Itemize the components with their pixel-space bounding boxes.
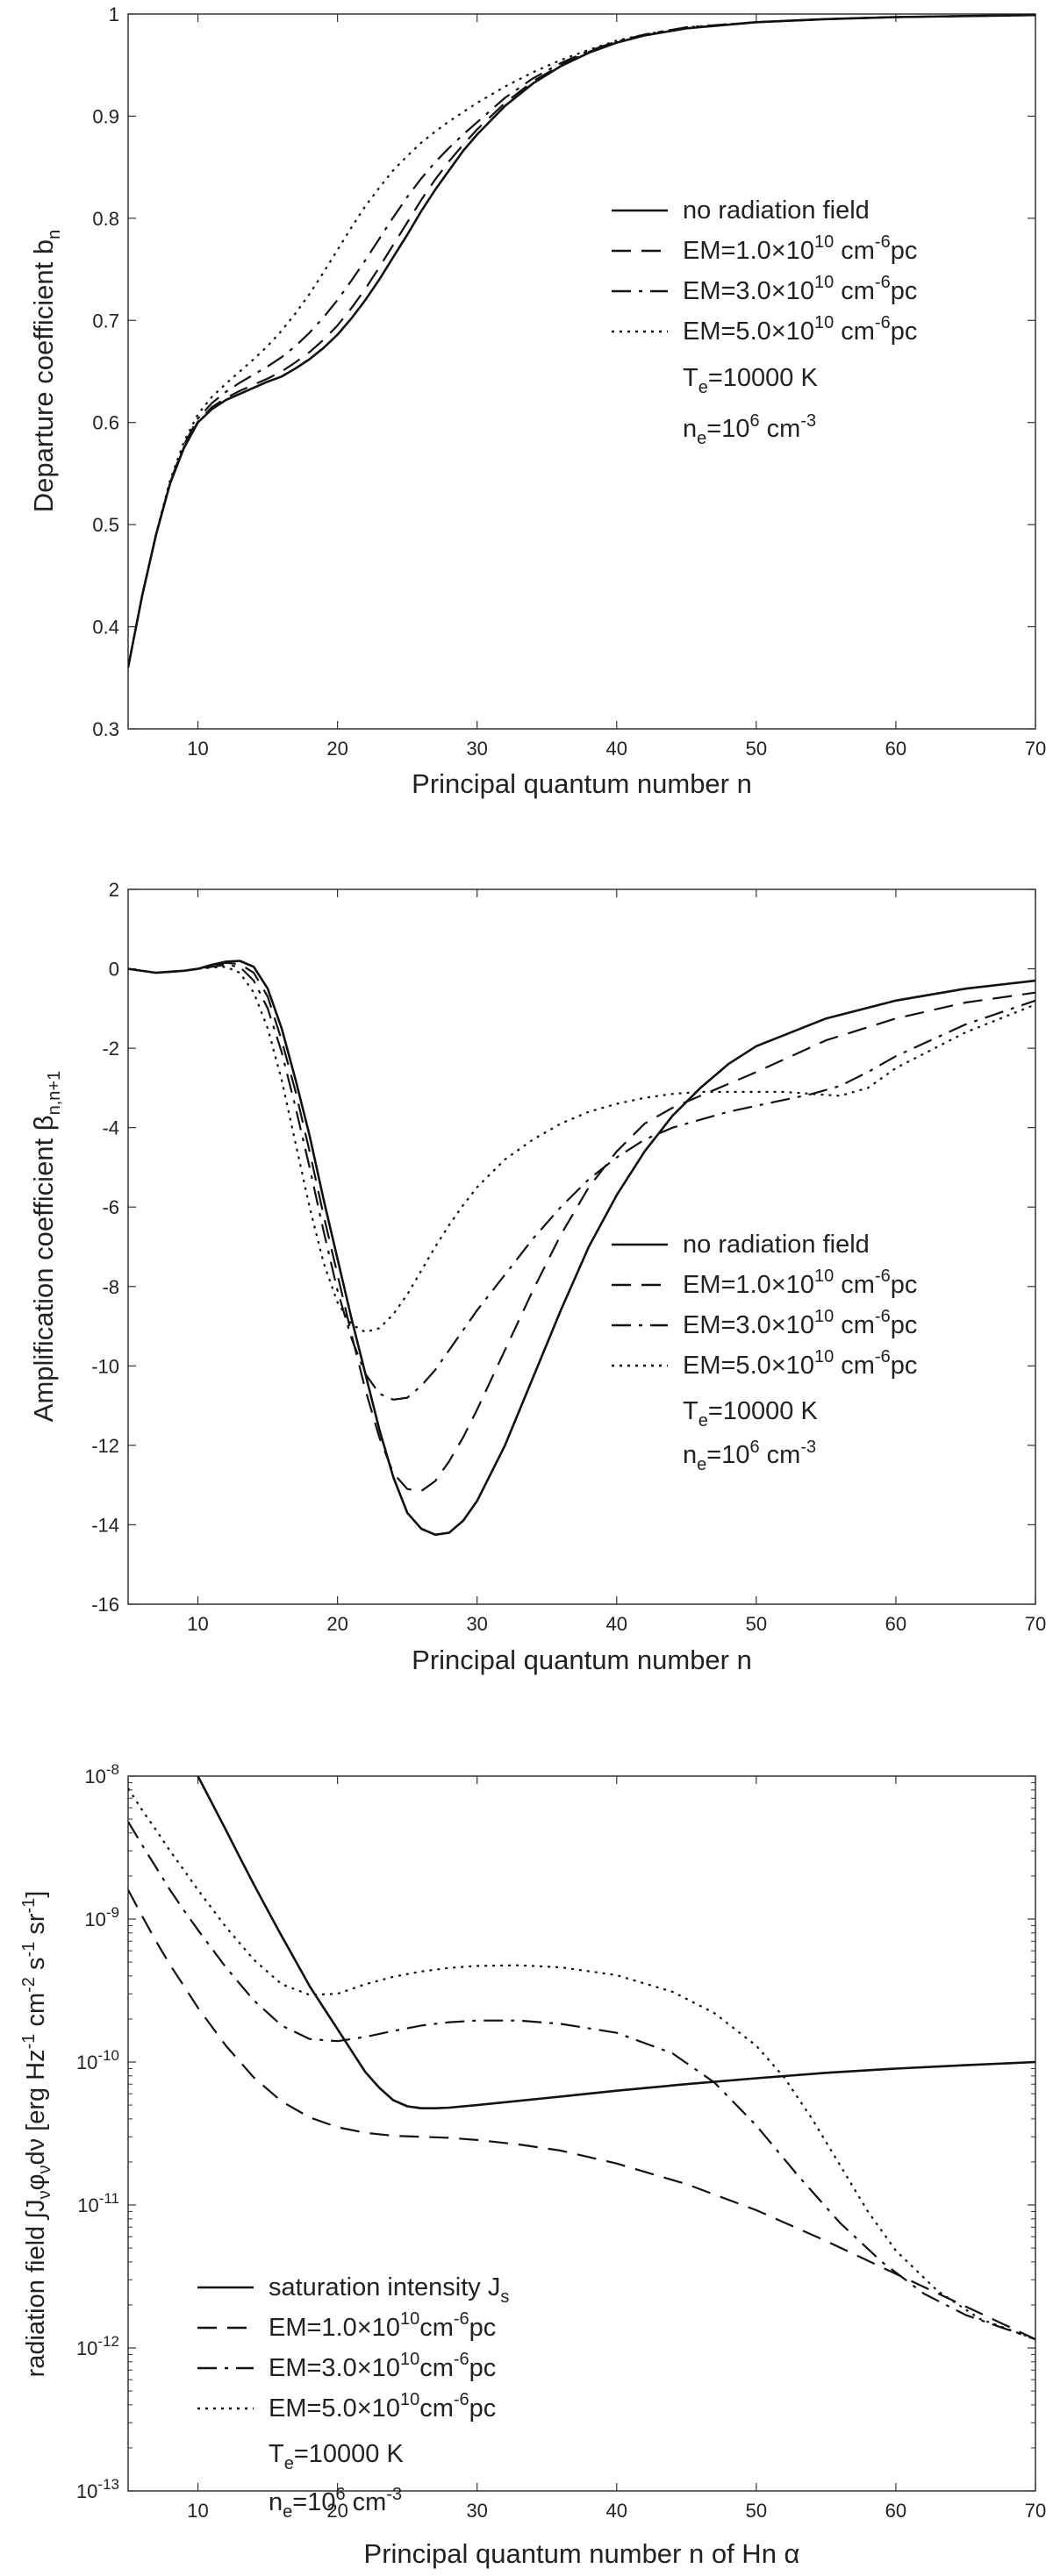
x-tick-label: 60 bbox=[885, 2500, 906, 2522]
y-tick-label: 2 bbox=[109, 879, 119, 901]
annotation-electron-temperature: Te=10000 K bbox=[683, 364, 818, 397]
legend-label: no radiation field bbox=[683, 196, 870, 225]
series-line-dashdot bbox=[128, 1821, 1035, 2341]
x-tick-label: 60 bbox=[885, 1613, 906, 1635]
legend-label: EM=1.0×1010cm-6pc bbox=[269, 2309, 496, 2342]
y-tick-label: 10-10 bbox=[76, 2047, 119, 2073]
legend-label: no radiation field bbox=[683, 1231, 870, 1259]
y-tick-label: -10 bbox=[91, 1355, 119, 1377]
plot-area-frame bbox=[127, 888, 1036, 1605]
y-tick-label: 10-11 bbox=[77, 2190, 119, 2216]
x-tick-label: 30 bbox=[466, 2500, 487, 2522]
y-tick-label: -6 bbox=[102, 1196, 119, 1218]
y-tick-label: -8 bbox=[102, 1276, 119, 1298]
x-tick-label: 20 bbox=[326, 2500, 347, 2522]
x-axis-ticks: 10 20 30 40 50 60 70 bbox=[187, 889, 1046, 1635]
x-axis-title: Principal quantum number n bbox=[412, 768, 752, 799]
y-tick-label: 0.7 bbox=[92, 310, 119, 332]
legend-label: EM=3.0×1010cm-6pc bbox=[269, 2350, 496, 2382]
y-tick-label: 0.5 bbox=[92, 514, 119, 536]
panel-departure-coefficient: 10 20 30 40 50 60 70 0.3 0.4 0.5 0.6 0.7 0.8 0.9 1 Pr… bbox=[28, 4, 1046, 799]
legend-label: saturation intensity Js bbox=[269, 2273, 509, 2307]
y-tick-label: -12 bbox=[91, 1435, 119, 1457]
series-line-dash bbox=[128, 1889, 1035, 2341]
annotation-electron-density: ne=106 cm-3 bbox=[269, 2485, 402, 2522]
x-tick-label: 70 bbox=[1025, 2500, 1046, 2522]
y-tick-label: 0.9 bbox=[92, 105, 119, 127]
x-axis-title: Principal quantum number n bbox=[412, 1645, 752, 1675]
y-tick-label: -2 bbox=[102, 1038, 119, 1060]
annotation-electron-density: ne=106 cm-3 bbox=[683, 411, 816, 448]
x-tick-label: 40 bbox=[606, 2500, 627, 2522]
y-tick-label: 10-12 bbox=[76, 2333, 119, 2359]
legend-label: EM=1.0×1010 cm-6pc bbox=[683, 232, 917, 265]
x-tick-label: 20 bbox=[326, 1613, 347, 1635]
series-line-solid bbox=[197, 1776, 1035, 2109]
legend: saturation intensity JsEM=1.0×1010cm-6pc… bbox=[197, 2273, 509, 2423]
legend: no radiation field EM=1.0×1010 cm-6pc EM=3… bbox=[612, 196, 917, 346]
series-lines bbox=[128, 14, 1035, 668]
x-tick-label: 70 bbox=[1025, 738, 1046, 760]
x-tick-label: 50 bbox=[746, 1613, 767, 1635]
x-tick-label: 10 bbox=[187, 2500, 208, 2522]
y-tick-label: -14 bbox=[91, 1514, 119, 1536]
x-tick-label: 60 bbox=[885, 738, 906, 760]
y-tick-label: 0.3 bbox=[92, 718, 119, 740]
legend-label: EM=3.0×1010 cm-6pc bbox=[683, 1307, 917, 1339]
x-axis-ticks: 10 20 30 40 50 60 70 bbox=[187, 1776, 1046, 2522]
series-line-dot bbox=[128, 1788, 1035, 2341]
y-axis-title: Amplification coefficient βn,n+1 bbox=[28, 1071, 64, 1422]
x-axis-title: Principal quantum number n of Hn α bbox=[364, 2538, 800, 2569]
y-axis-title: radiation field ∫Jνφνdν [erg Hz-1 cm-2 s… bbox=[19, 1891, 54, 2378]
series-line-dash bbox=[128, 14, 1035, 668]
y-tick-label: -4 bbox=[102, 1117, 119, 1139]
series-line-dash bbox=[128, 961, 1035, 1493]
x-tick-label: 50 bbox=[746, 738, 767, 760]
legend-label: EM=5.0×1010 cm-6pc bbox=[683, 313, 917, 346]
plot-area-frame bbox=[127, 13, 1036, 730]
x-tick-label: 30 bbox=[466, 738, 487, 760]
x-tick-label: 70 bbox=[1025, 1613, 1046, 1635]
x-tick-label: 40 bbox=[606, 738, 627, 760]
y-axis-title: Departure coefficient bn bbox=[28, 230, 64, 512]
series-lines bbox=[128, 1776, 1035, 2341]
series-line-dot bbox=[128, 14, 1035, 668]
x-tick-label: 30 bbox=[466, 1613, 487, 1635]
plot-area-frame bbox=[127, 1775, 1036, 2492]
y-tick-label: 0.6 bbox=[92, 412, 119, 434]
y-axis-ticks: 0.3 0.4 0.5 0.6 0.7 0.8 0.9 1 bbox=[92, 4, 1035, 740]
x-tick-label: 50 bbox=[746, 2500, 767, 2522]
y-tick-label: 10-9 bbox=[84, 1904, 119, 1930]
y-tick-label: 0.4 bbox=[92, 617, 119, 639]
series-line-dashdot bbox=[128, 963, 1035, 1401]
x-tick-label: 20 bbox=[326, 738, 347, 760]
legend-label: EM=1.0×1010 cm-6pc bbox=[683, 1267, 917, 1299]
legend-label: EM=5.0×1010 cm-6pc bbox=[683, 1347, 917, 1380]
y-tick-label: 0 bbox=[109, 959, 119, 981]
y-tick-label: 10-8 bbox=[84, 1761, 119, 1788]
y-tick-label: -16 bbox=[91, 1594, 119, 1616]
x-tick-label: 40 bbox=[606, 1613, 627, 1635]
y-axis-ticks: -16 -14 -12 -10 -8 -6 -4 -2 0 2 bbox=[91, 879, 1035, 1616]
series-lines bbox=[128, 960, 1035, 1537]
legend-label: EM=3.0×1010 cm-6pc bbox=[683, 273, 917, 305]
x-axis-ticks: 10 20 30 40 50 60 70 bbox=[187, 14, 1046, 760]
legend: no radiation field EM=1.0×1010 cm-6pc EM=3… bbox=[612, 1231, 917, 1380]
annotation-electron-temperature: Te=10000 K bbox=[683, 1397, 818, 1431]
panel-amplification-coefficient: 10 20 30 40 50 60 70 -16 -14 -12 -10 -8 -6 -4 -2 0 2 Pr… bbox=[28, 879, 1046, 1675]
x-tick-label: 10 bbox=[187, 1613, 208, 1635]
y-tick-label: 10-13 bbox=[76, 2476, 119, 2502]
x-tick-label: 10 bbox=[187, 738, 208, 760]
annotation-electron-density: ne=106 cm-3 bbox=[683, 1438, 816, 1474]
annotation-electron-temperature: Te=10000 K bbox=[269, 2440, 404, 2473]
legend-label: EM=5.0×1010cm-6pc bbox=[269, 2390, 496, 2423]
y-tick-label: 1 bbox=[109, 4, 119, 25]
panel-radiation-field: 10 20 30 40 50 60 70 10-1310-1210-1110-1010-91… bbox=[19, 1761, 1046, 2569]
y-axis-ticks: 10-13 10-12 10-11 10-10 10-9 10-8 bbox=[76, 1761, 1035, 2502]
y-tick-label: 0.8 bbox=[92, 208, 119, 230]
